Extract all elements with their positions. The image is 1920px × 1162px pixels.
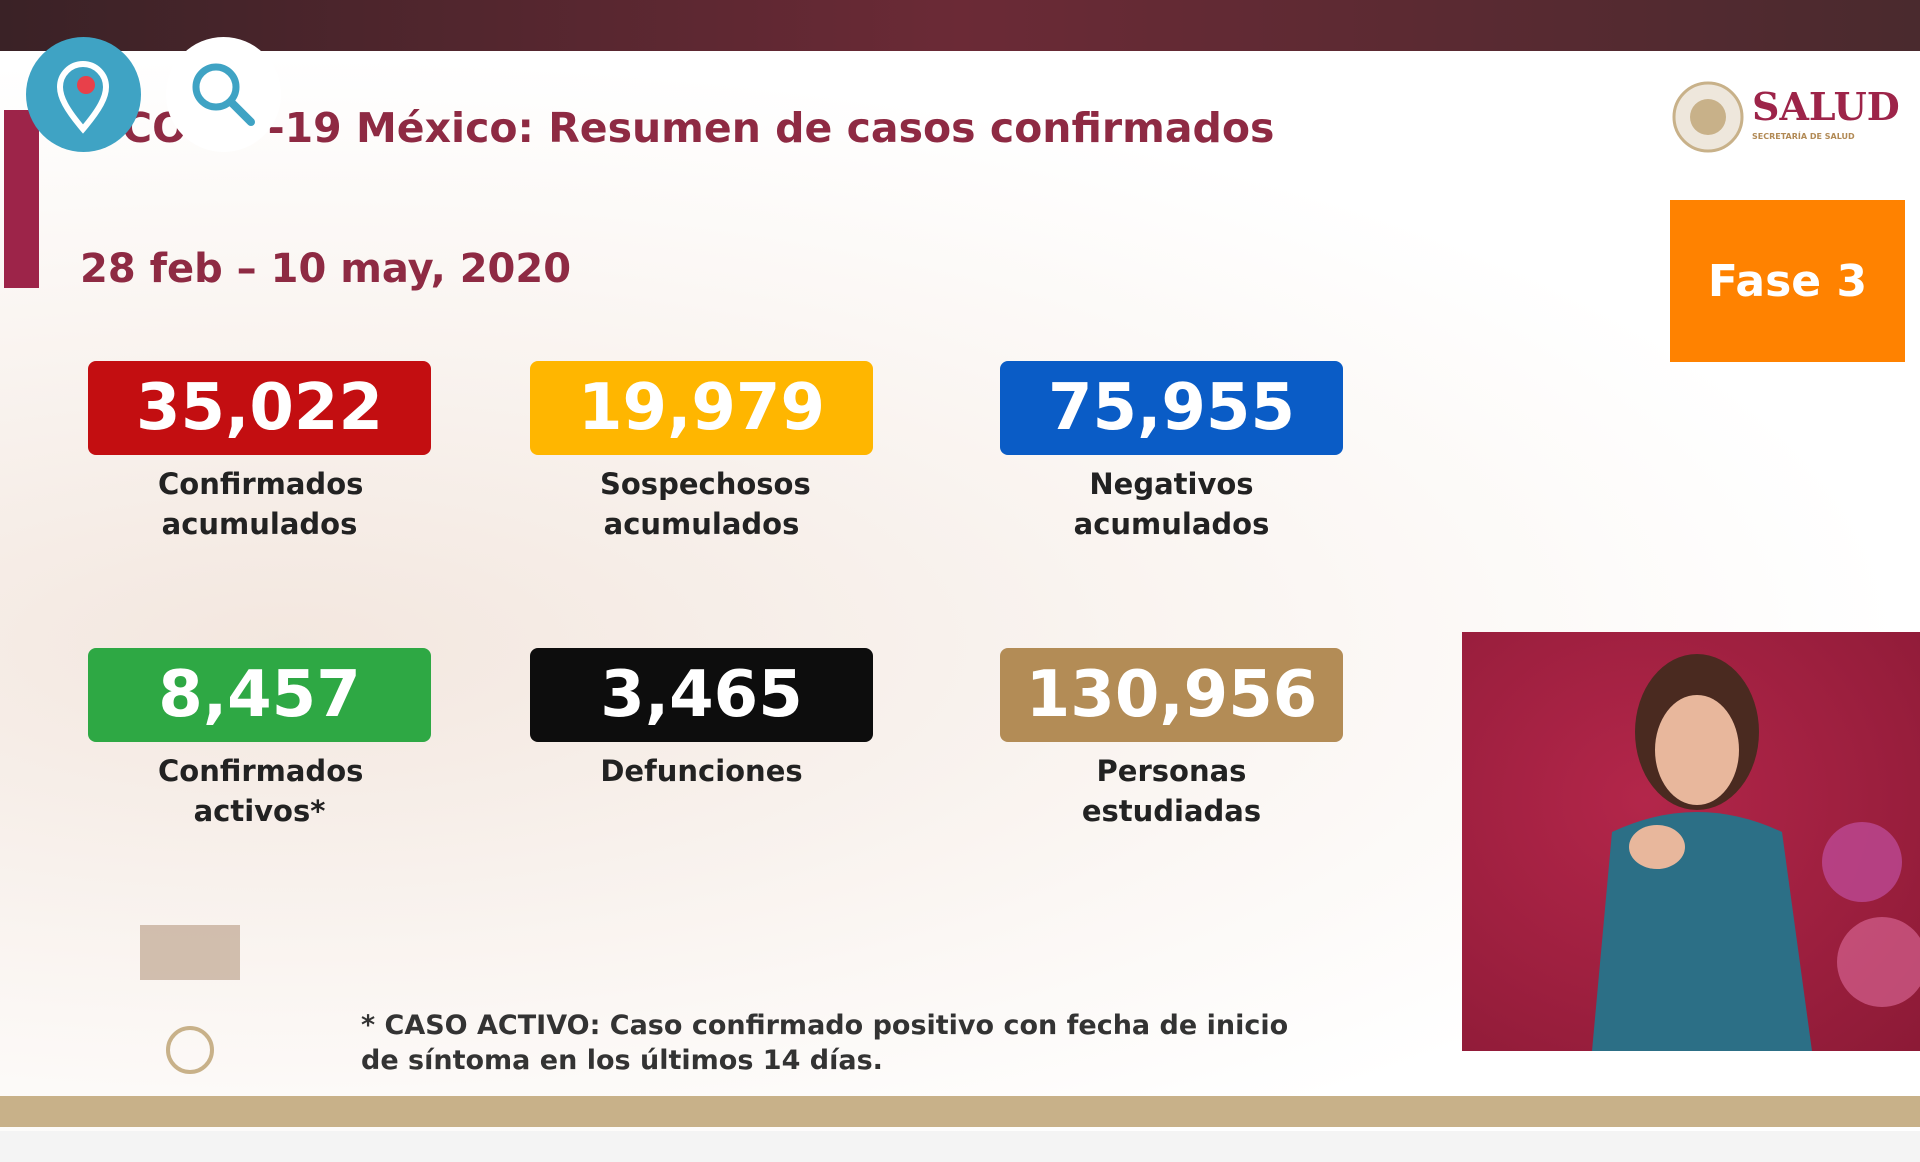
stat-value: 8,457 bbox=[88, 648, 431, 742]
stat-label: Personas estudiadas bbox=[1081, 754, 1262, 828]
stat-label: Defunciones bbox=[600, 754, 803, 788]
stat-value: 35,022 bbox=[88, 361, 431, 455]
video-top-bar bbox=[0, 0, 1920, 51]
logo-emblem bbox=[1672, 81, 1744, 153]
stat-label: Sospechosos acumulados bbox=[600, 467, 811, 541]
stat-label: Confirmados acumulados bbox=[158, 467, 364, 541]
interpreter-video bbox=[1462, 632, 1920, 1051]
periscope-button[interactable] bbox=[26, 37, 141, 152]
interpreter-figure bbox=[1592, 654, 1920, 1051]
stat-value: 75,955 bbox=[1000, 361, 1343, 455]
date-range: 28 feb – 10 may, 2020 bbox=[80, 246, 572, 292]
stat-value: 19,979 bbox=[530, 361, 873, 455]
stat-label: Confirmados activos* bbox=[158, 754, 364, 828]
stat-value: 130,956 bbox=[1000, 648, 1343, 742]
search-icon bbox=[192, 63, 255, 126]
emblem-decoration bbox=[140, 925, 240, 1074]
phase-badge: Fase 3 bbox=[1670, 200, 1905, 362]
logo-name: SALUD bbox=[1752, 84, 1900, 129]
accent-bar bbox=[4, 110, 39, 288]
slide-title: COVID-19 México: Resumen de casos confir… bbox=[122, 104, 1275, 152]
logo-subtitle: SECRETARÍA DE SALUD bbox=[1752, 132, 1855, 141]
search-button[interactable] bbox=[166, 37, 281, 152]
periscope-icon bbox=[56, 61, 110, 134]
stat-value: 3,465 bbox=[530, 648, 873, 742]
stat-label: Negativos acumulados bbox=[1073, 467, 1270, 541]
footnote: * CASO ACTIVO: Caso confirmado positivo … bbox=[361, 1010, 1289, 1076]
footer-band bbox=[0, 1096, 1920, 1127]
